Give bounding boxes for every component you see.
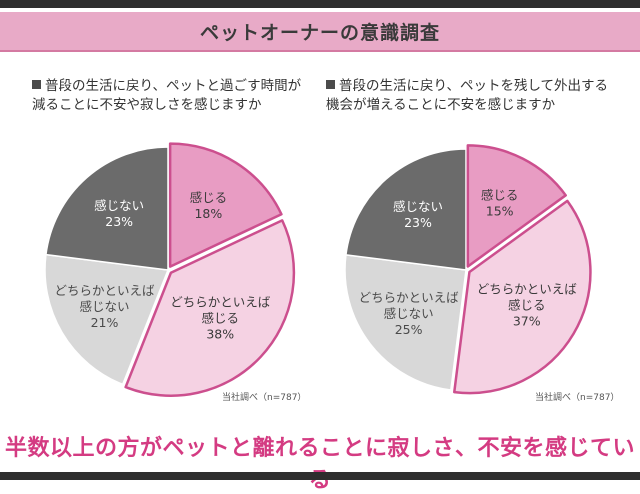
pie1-value-feel: 18% — [194, 206, 222, 221]
question-1-line-2: 減ることに不安や寂しさを感じますか — [32, 97, 262, 113]
question-1-line-1: 普段の生活に戻り、ペットと過ごす時間が — [45, 78, 302, 94]
question-1: 普段の生活に戻り、ペットと過ごす時間が 減ることに不安や寂しさを感じますか — [32, 77, 322, 115]
pie2-value-not-feel: 23% — [404, 215, 432, 230]
question-2: 普段の生活に戻り、ペットを残して外出する 機会が増えることに不安を感じますか — [326, 77, 626, 115]
pie2-value-feel: 15% — [486, 203, 514, 218]
bottom-bar — [0, 472, 640, 480]
top-bar — [0, 0, 640, 8]
source-note-1: 当社調べ（n=787） — [222, 393, 307, 403]
pie2-slice-somewhat-not-feel — [344, 254, 467, 391]
pie2-label-not-feel: 感じない — [393, 199, 443, 214]
page-title: ペットオーナーの意識調査 — [199, 22, 440, 44]
pie1-label-not-feel: 感じない — [94, 198, 144, 213]
pie2-label-somewhat-feel: 感じる — [508, 297, 546, 312]
bullet-square-icon — [32, 80, 41, 89]
pie1-value-somewhat-not-feel: 21% — [91, 315, 119, 330]
pie1-slice-somewhat-not-feel — [44, 253, 169, 386]
pie2-label-somewhat-feel: どちらかといえば — [477, 281, 578, 296]
pie1-label-somewhat-not-feel: 感じない — [79, 299, 129, 314]
bullet-square-icon — [326, 80, 335, 89]
pie2-label-somewhat-not-feel: 感じない — [384, 306, 434, 321]
source-note-2: 当社調べ（n=787） — [535, 393, 620, 403]
pie1-value-somewhat-feel: 38% — [206, 327, 234, 342]
pie1-label-somewhat-feel: どちらかといえば — [170, 295, 271, 310]
question-2-line-2: 機会が増えることに不安を感じますか — [326, 97, 556, 113]
pie1-slice-somewhat-feel — [124, 219, 296, 397]
pie2-slice-not-feel — [345, 148, 467, 271]
pie2-slice-feel — [466, 144, 567, 268]
header-band — [0, 12, 640, 52]
pie2-value-somewhat-feel: 37% — [513, 313, 541, 328]
question-2-line-1: 普段の生活に戻り、ペットを残して外出する — [339, 78, 609, 94]
pie2-label-somewhat-not-feel: どちらかといえば — [359, 290, 460, 305]
pie1-label-somewhat-feel: 感じる — [201, 311, 239, 326]
pie1-value-not-feel: 23% — [105, 214, 133, 229]
pie2-slice-somewhat-feel — [453, 199, 592, 395]
pie-chart-1: 感じる18%どちらかといえば感じる38%どちらかといえば感じない21%感じない2… — [44, 142, 296, 397]
pie1-label-somewhat-not-feel: どちらかといえば — [54, 283, 155, 298]
pie1-slice-not-feel — [45, 146, 169, 271]
pie1-label-feel: 感じる — [190, 190, 228, 205]
pie2-value-somewhat-not-feel: 25% — [395, 322, 423, 337]
pie1-slice-feel — [168, 142, 283, 268]
conclusion-text: 半数以上の方がペットと離れることに寂しさ、不安を感じている — [4, 436, 635, 493]
pie2-label-feel: 感じる — [481, 187, 519, 202]
pie-chart-2: 感じる15%どちらかといえば感じる37%どちらかといえば感じない25%感じない2… — [344, 144, 592, 395]
